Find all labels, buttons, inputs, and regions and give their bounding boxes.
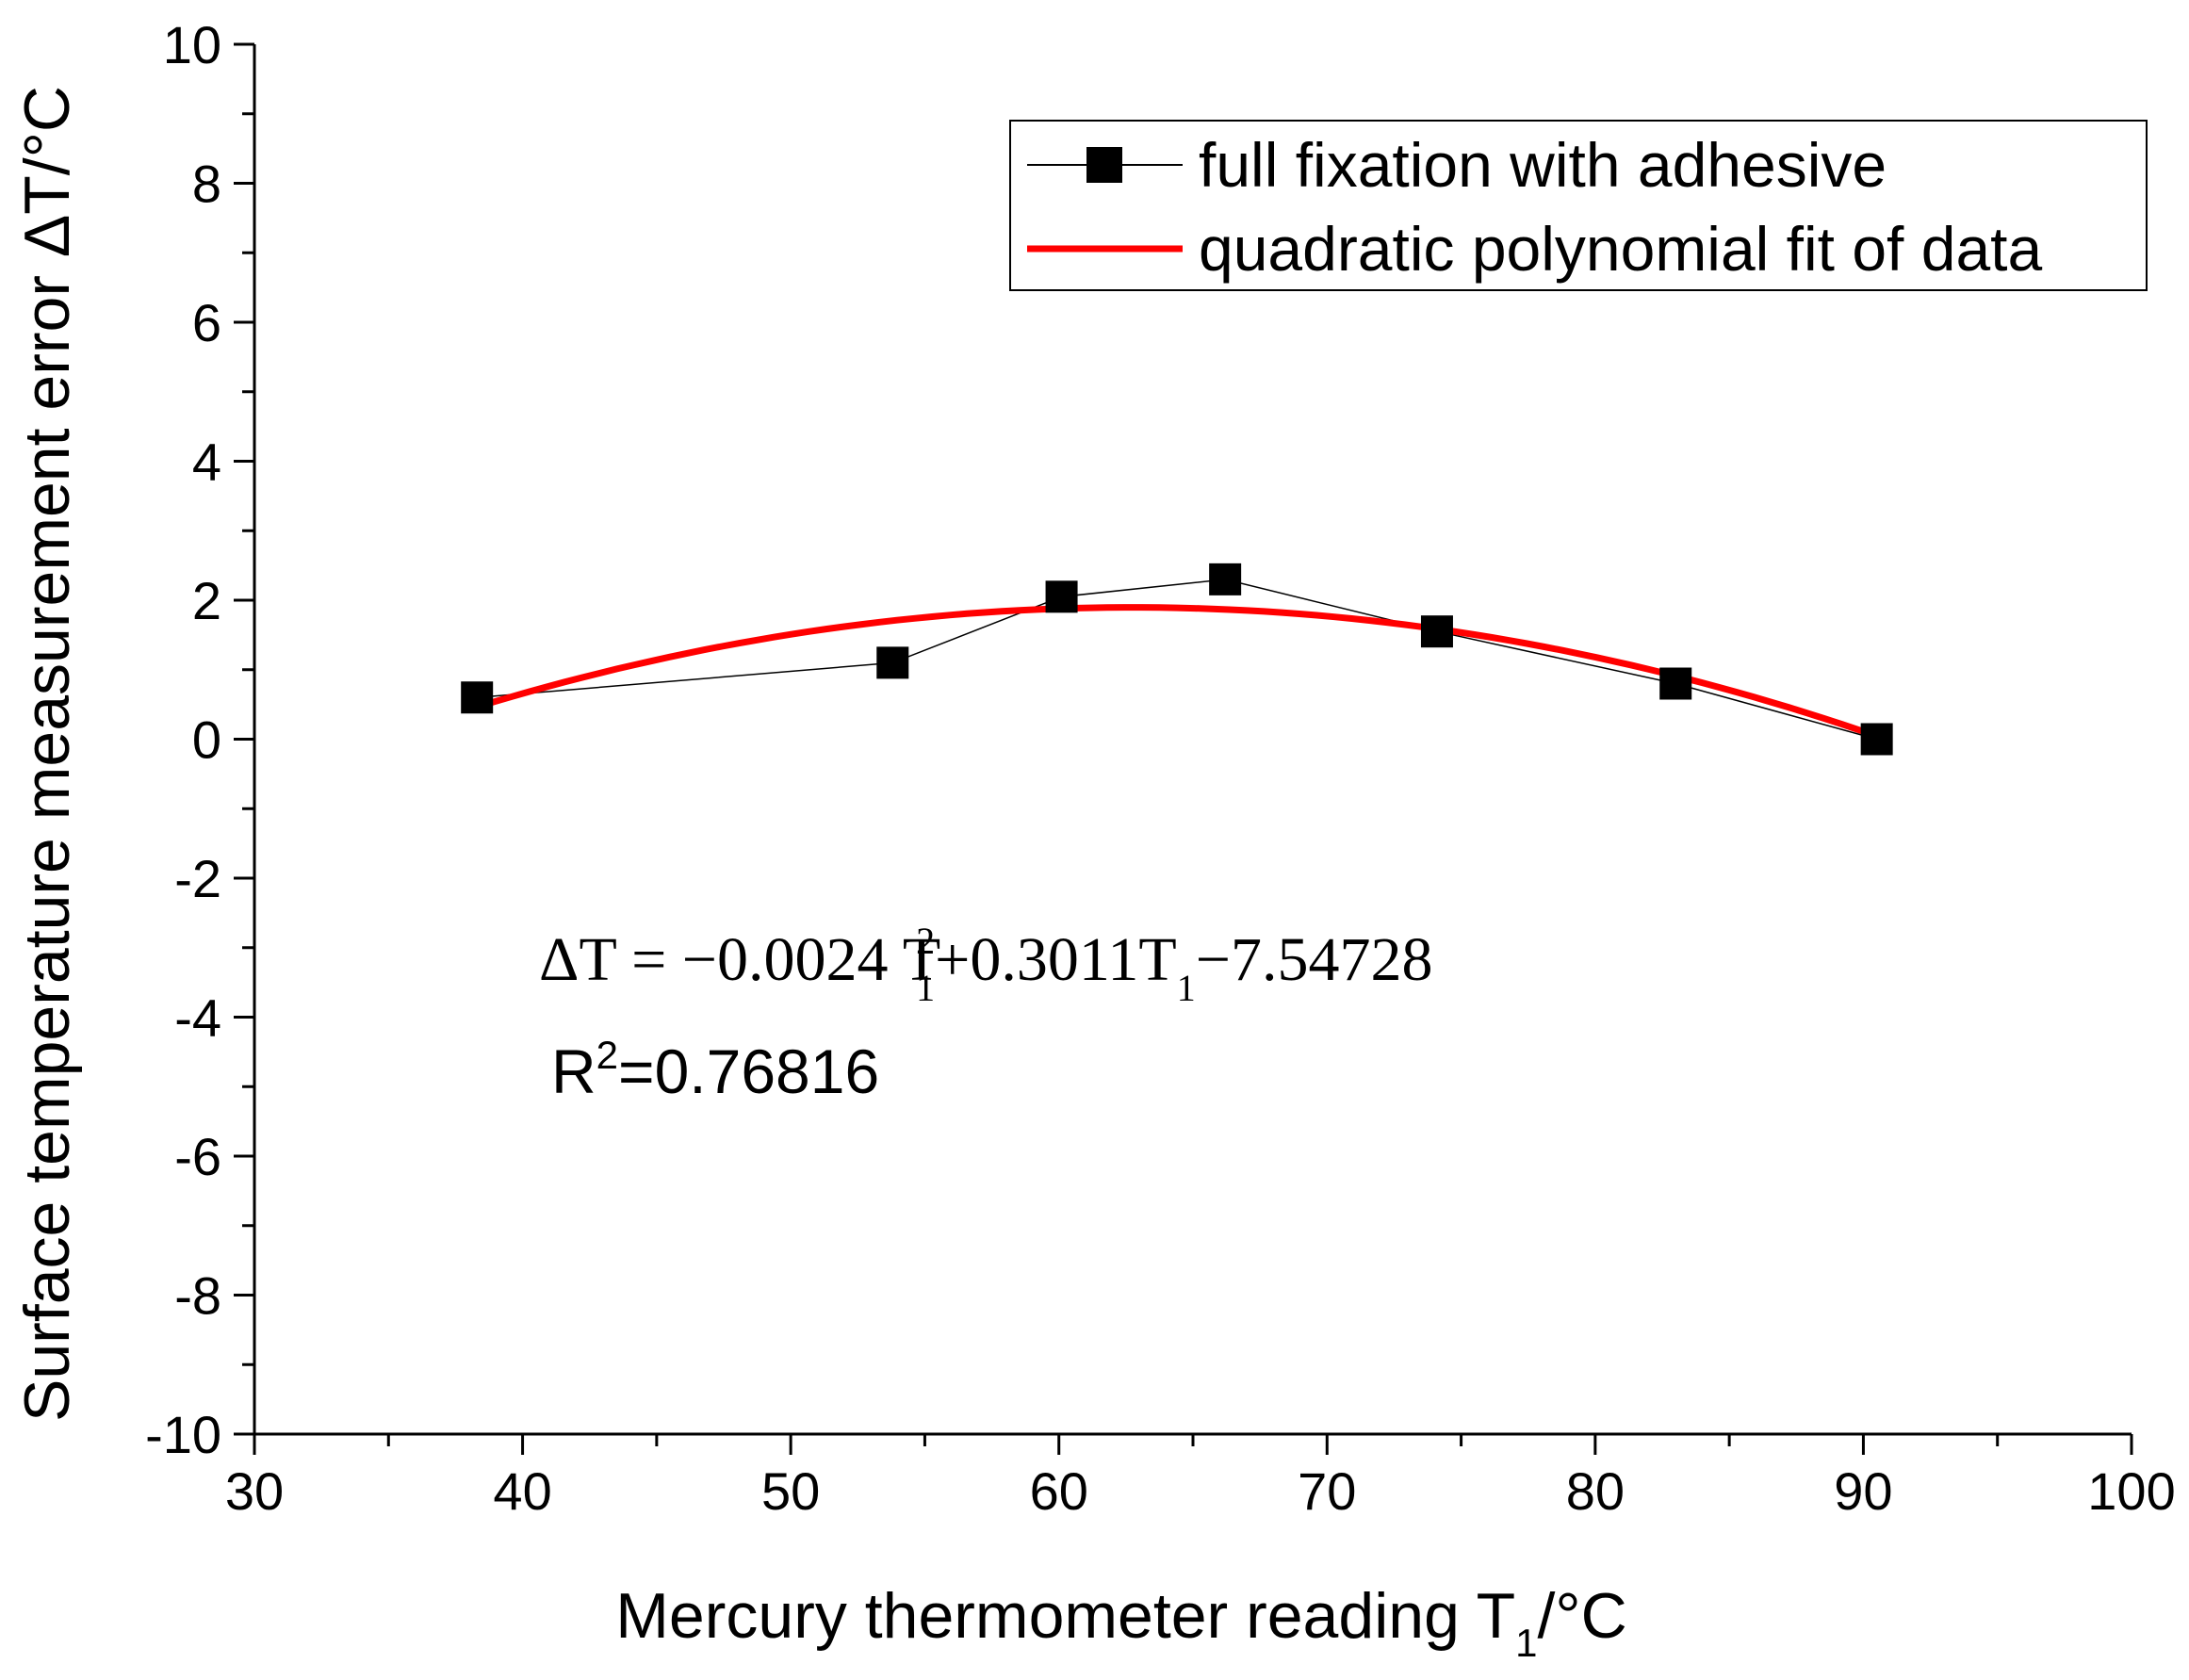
y-tick-label: -10 [145,1405,221,1464]
series-line-full-fixation [477,579,1877,741]
legend-label-series-2: quadratic polynomial fit of data [1199,214,2042,284]
y-tick-label: -8 [174,1266,221,1326]
eq-sub1: 1 [916,967,935,1009]
legend: full fixation with adhesive quadratic po… [1009,120,2148,291]
eq-prefix: ΔT = −0.0024 T [539,925,940,994]
y-tick-label: -6 [174,1127,221,1186]
fit-curve-quadratic [476,604,1878,740]
legend-marker-series-1 [1086,147,1122,183]
eq-sub2: 1 [1177,967,1196,1009]
x-tick-label: 30 [225,1461,284,1521]
x-axis-title-main: Mercury thermometer reading T [615,1580,1515,1652]
x-tick-label: 40 [493,1461,551,1521]
x-tick-label: 80 [1566,1461,1625,1521]
y-tick-label: 6 [192,293,221,352]
x-tick-label: 50 [761,1461,820,1521]
y-tick-label: 8 [192,155,221,214]
data-point-marker [461,681,494,714]
data-point-marker [1860,723,1893,756]
data-point-marker [1420,615,1453,648]
data-point-marker [876,646,909,679]
r2-value: =0.76816 [618,1036,879,1106]
r2-sup: 2 [596,1033,618,1077]
r2-prefix: R [551,1036,596,1106]
y-tick-label: 4 [192,432,221,492]
x-tick-label: 60 [1030,1461,1088,1521]
data-point-marker [1209,563,1242,595]
y-tick-label: 2 [192,571,221,630]
fit-equation: ΔT = −0.0024 T2 1+0.3011T1−7.54728 [539,920,1432,1009]
ticks: 30 40 50 60 70 80 90 100 -10 -8 -6 -4 -2 0 2 4 6 8 10 [145,15,2176,1521]
x-axis-title-sub: 1 [1515,1621,1537,1665]
y-tick-label: -2 [174,849,221,908]
eq-sup: 2 [916,920,935,962]
y-tick-label: 0 [192,710,221,770]
r-squared: R2=0.76816 [551,1033,879,1106]
x-tick-label: 90 [1834,1461,1892,1521]
x-tick-label: 70 [1298,1461,1356,1521]
plot-area [461,563,1893,756]
eq-suffix: −7.54728 [1196,925,1433,994]
y-tick-label: -4 [174,988,221,1048]
data-point-marker [1045,580,1078,613]
data-point-marker [1659,667,1692,700]
y-tick-label: 10 [163,15,221,74]
eq-middle: +0.3011T [935,925,1177,994]
y-axis-title: Surface temperature measurement error ΔT… [11,86,83,1422]
x-axis-title: Mercury thermometer reading T1/°C [615,1580,1626,1665]
legend-label-series-1: full fixation with adhesive [1199,130,1887,200]
x-tick-label: 100 [2087,1461,2175,1521]
x-axis-title-suffix: /°C [1538,1580,1627,1652]
legend-box [1009,120,2148,291]
